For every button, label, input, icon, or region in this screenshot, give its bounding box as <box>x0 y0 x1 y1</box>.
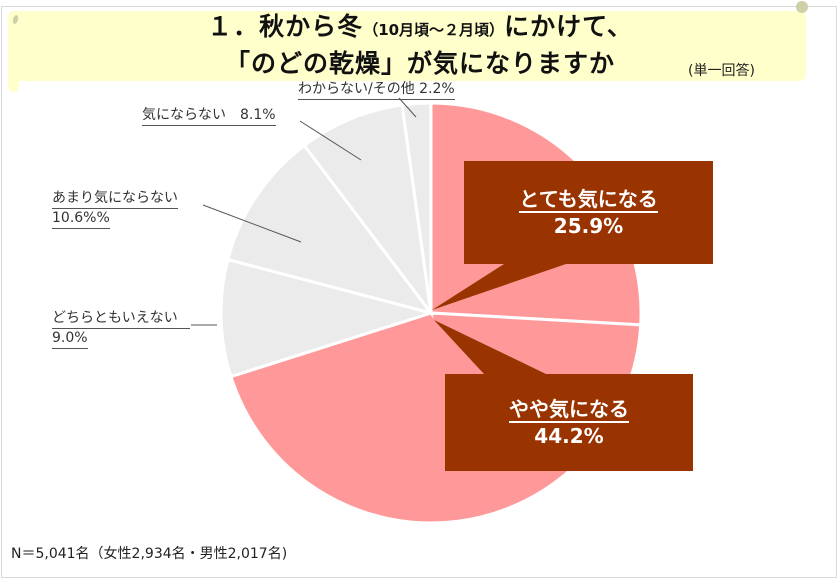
chart-frame <box>1 6 837 578</box>
callout-totemo-value: 25.9% <box>553 214 624 238</box>
callout-yaya: やや気になる 44.2% <box>445 396 693 450</box>
title-banner <box>8 11 806 81</box>
label-kininaranai: 気にならない 8.1% <box>142 106 276 126</box>
leader-amari <box>202 204 302 243</box>
slice-amari <box>226 143 435 316</box>
label-amari: あまり気にならない 10.6%% <box>52 189 178 229</box>
label-wakaranai: わからない/その他 2.2% <box>298 80 455 100</box>
title-line-1: １．秋から冬（10月頃～２月頃）にかけて、 <box>0 10 840 47</box>
slice-dochira <box>219 257 437 379</box>
leader-wakaranai <box>398 97 417 118</box>
title-line-2: 「のどの乾燥」が気になりますか <box>224 49 615 78</box>
title-suffix: にかけて、 <box>504 12 633 41</box>
callout-yaya-value: 44.2% <box>534 424 604 448</box>
sample-size-note: N＝5,041名（女性2,934名・男性2,017名) <box>11 546 288 562</box>
callout-totemo-title: とても気になる <box>519 187 658 213</box>
callout-yaya-box <box>434 320 693 471</box>
title-prefix: １．秋から冬 <box>207 12 364 41</box>
title-period: （10月頃～２月頃） <box>363 21 505 39</box>
answer-type-note: (単一回答) <box>688 63 755 79</box>
callout-totemo: とても気になる 25.9% <box>464 186 713 240</box>
leader-kininaranai <box>299 120 362 161</box>
banner-curl-right-icon <box>796 1 808 13</box>
callout-totemo-box <box>432 161 713 310</box>
slice-kininaranai <box>302 103 434 319</box>
chart-title: １．秋から冬（10月頃～２月頃）にかけて、 「のどの乾燥」が気になりますか <box>0 10 840 80</box>
label-dochira: どちらともいえない 9.0% <box>52 309 190 349</box>
callout-yaya-title: やや気になる <box>509 397 629 423</box>
slice-wakaranai <box>400 101 433 314</box>
banner-scroll-tail <box>8 70 19 92</box>
